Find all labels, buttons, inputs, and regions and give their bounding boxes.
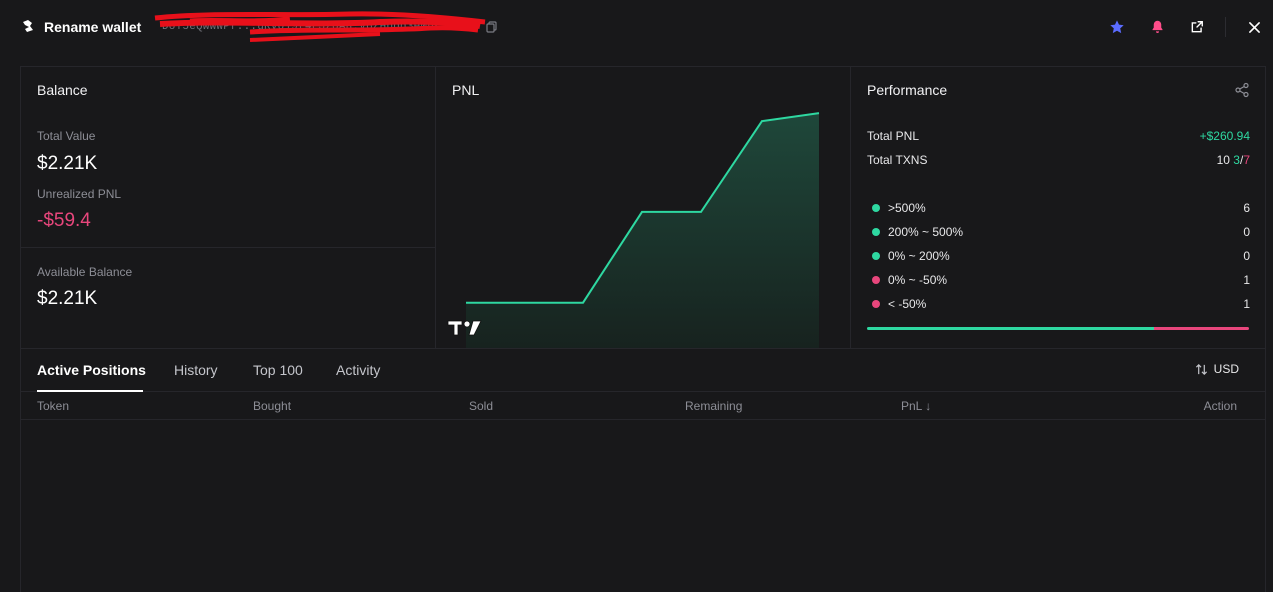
distribution-label: 200% ~ 500% [888,225,964,239]
column-bought: Bought [253,399,292,413]
txns-buy-count: 3 [1233,153,1240,167]
distribution-range: 200% ~ 500% [872,225,963,239]
pnl-area [466,113,819,348]
currency-toggle-button[interactable]: USD [1195,362,1239,376]
tab-history[interactable]: History [174,362,218,378]
distribution-range: >500% [872,201,926,215]
swap-arrows-icon [1195,363,1207,375]
distribution-row: 0% ~ -50% 1 [872,273,1250,287]
column-pnl-sort[interactable]: PnL ↓ [901,399,932,413]
distribution-range: < -50% [872,297,926,311]
total-value-label: Total Value [37,129,96,143]
loss-bar-segment [1153,327,1249,330]
status-dot-icon [872,228,880,236]
pnl-line [466,112,820,304]
active-tab-indicator [37,390,143,392]
total-pnl-value: +$260.94 [1199,129,1250,143]
distribution-label: < -50% [888,297,927,311]
distribution-label: >500% [888,201,926,215]
pnl-card: PNL [436,67,851,348]
star-icon[interactable] [1108,18,1126,36]
column-remaining: Remaining [685,399,743,413]
tab-top-100[interactable]: Top 100 [253,362,303,378]
positions-panel: Active Positions History Top 100 Activit… [20,348,1266,592]
rename-wallet-button[interactable]: Rename wallet [44,19,142,35]
distribution-count: 6 [1243,201,1250,215]
balance-card: Balance Total Value $2.21K Unrealized PN… [21,67,436,348]
performance-card: Performance Total PNL +$260.94 Total TXN… [851,67,1266,348]
balance-title: Balance [37,82,88,98]
stats-panel: Balance Total Value $2.21K Unrealized PN… [20,66,1266,348]
bell-icon[interactable] [1148,18,1166,36]
redaction-scribble [154,11,486,42]
distribution-range: 0% ~ 200% [872,249,950,263]
share-icon[interactable] [1234,82,1250,98]
total-pnl-label: Total PNL [867,129,920,143]
txns-separator: / [1239,153,1244,167]
status-dot-icon [872,204,880,212]
column-sold: Sold [469,399,494,413]
positions-tabs: Active Positions History Top 100 Activit… [21,349,1265,392]
total-pnl-row: Total PNL +$260.94 [867,129,1250,143]
close-icon[interactable] [1245,18,1263,36]
distribution-count: 1 [1243,297,1250,311]
distribution-count: 1 [1243,273,1250,287]
available-balance-label: Available Balance [37,265,133,279]
status-dot-icon [872,276,880,284]
copy-address-icon[interactable] [486,20,497,33]
distribution-row: >500% 6 [872,201,1250,215]
wallet-logo-icon [20,18,36,34]
distribution-row: 0% ~ 200% 0 [872,249,1250,263]
balance-divider [21,247,435,248]
distribution-range: 0% ~ -50% [872,273,947,287]
status-dot-icon [872,300,880,308]
unrealized-pnl-label: Unrealized PNL [37,187,122,201]
distribution-count: 0 [1243,249,1250,263]
distribution-label: 0% ~ 200% [888,249,950,263]
pnl-title: PNL [452,82,480,98]
status-dot-icon [872,252,880,260]
tradingview-logo-icon[interactable] [447,319,483,337]
total-txns-row: Total TXNS 10 3/7 [867,153,1250,167]
distribution-row: 200% ~ 500% 0 [872,225,1250,239]
total-txns-label: Total TXNS [867,153,928,167]
tab-active-positions[interactable]: Active Positions [37,362,146,378]
total-txns-value: 10 3/7 [1217,153,1250,167]
header-divider [1225,17,1226,37]
column-action: Action [1203,399,1237,413]
distribution-count: 0 [1243,225,1250,239]
txns-sell-count: 7 [1243,153,1250,167]
tab-activity[interactable]: Activity [336,362,381,378]
available-balance-value: $2.21K [37,288,98,309]
positions-table-header: Token Bought Sold Remaining PnL ↓ Action [21,392,1265,420]
unrealized-pnl-value: -$59.4 [37,210,91,231]
distribution-row: < -50% 1 [872,297,1250,311]
total-txns-count: 10 [1216,153,1230,167]
currency-label: USD [1213,362,1239,376]
win-bar-segment [867,327,1154,330]
column-token: Token [37,399,70,413]
external-link-icon[interactable] [1188,18,1206,36]
win-loss-bar [867,327,1249,330]
window-header: Rename wallet DoY5eQwWWPf...uRvUj9t4L3zU… [0,0,1273,52]
pnl-chart [466,112,820,348]
distribution-label: 0% ~ -50% [888,273,948,287]
total-value: $2.21K [37,153,98,174]
performance-title: Performance [867,82,948,98]
